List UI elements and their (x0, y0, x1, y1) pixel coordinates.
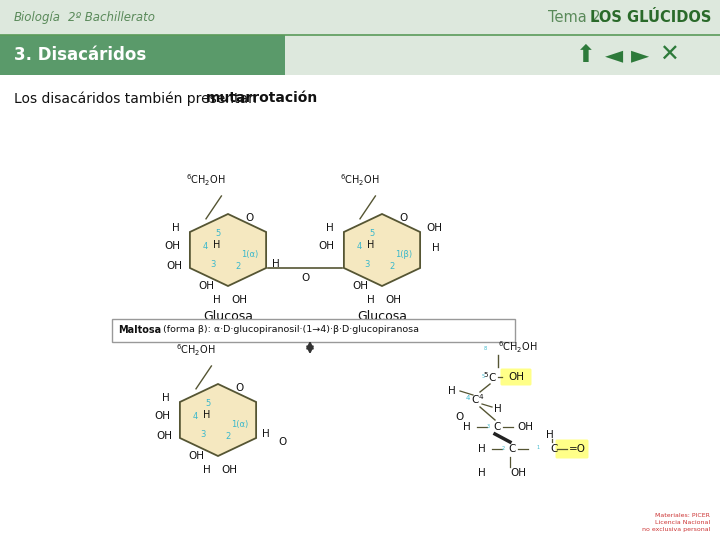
Text: H: H (432, 243, 440, 253)
FancyBboxPatch shape (500, 368, 531, 386)
Text: O: O (456, 412, 464, 422)
Text: OH: OH (517, 422, 533, 432)
Text: O: O (245, 213, 253, 223)
Text: 2º Bachillerato: 2º Bachillerato (68, 11, 155, 24)
Bar (0, 35, 285, 75)
FancyBboxPatch shape (556, 440, 588, 458)
Text: 2: 2 (225, 433, 230, 442)
Bar (0, 75, 720, 540)
Text: H: H (203, 410, 211, 420)
Text: C: C (508, 444, 516, 454)
Text: H: H (172, 223, 180, 233)
Text: 1(α): 1(α) (231, 420, 248, 429)
Text: H: H (272, 259, 280, 269)
Text: Tema 2.: Tema 2. (548, 10, 610, 25)
Text: Glucosa: Glucosa (357, 309, 407, 322)
Text: 5: 5 (216, 228, 221, 238)
Text: H: H (494, 404, 502, 414)
Text: O: O (235, 383, 243, 393)
Text: ◄: ◄ (605, 43, 623, 67)
Text: H: H (213, 295, 221, 305)
Text: OH: OH (221, 465, 237, 475)
Text: Materiales: PICER
Licencia Nacional
no exclusiva personal: Materiales: PICER Licencia Nacional no e… (642, 513, 710, 532)
Text: O: O (301, 273, 309, 283)
Text: H: H (546, 430, 554, 440)
Text: C: C (493, 422, 500, 432)
Text: C: C (550, 444, 557, 454)
Text: 4: 4 (193, 412, 198, 421)
Text: $^3$: $^3$ (486, 423, 491, 429)
Text: 3: 3 (201, 430, 206, 439)
Text: OH: OH (318, 241, 334, 252)
Text: ►: ► (631, 43, 649, 67)
Text: $^6$CH$_2$OH: $^6$CH$_2$OH (498, 339, 538, 355)
Text: H: H (478, 468, 486, 478)
Text: H: H (463, 422, 471, 432)
Text: 4: 4 (466, 395, 470, 401)
Text: 5: 5 (369, 228, 375, 238)
Text: $^8$: $^8$ (483, 345, 488, 351)
Text: H: H (213, 240, 221, 249)
Text: OH: OH (385, 295, 401, 305)
Text: H: H (203, 465, 211, 475)
Text: $^5$C: $^5$C (483, 370, 497, 384)
Text: H: H (367, 295, 375, 305)
Text: Los disacáridos también presentan: Los disacáridos también presentan (14, 91, 261, 105)
Text: ✕: ✕ (659, 43, 679, 67)
Text: OH: OH (188, 451, 204, 461)
Text: $^6$CH$_2$OH: $^6$CH$_2$OH (176, 342, 216, 358)
Polygon shape (344, 214, 420, 286)
Text: OH: OH (510, 468, 526, 478)
Text: =O: =O (569, 444, 585, 454)
Text: H: H (448, 386, 456, 396)
Text: $^2$: $^2$ (501, 445, 506, 451)
Text: 3: 3 (364, 260, 370, 269)
Text: $^5$: $^5$ (481, 373, 486, 379)
Text: OH: OH (164, 241, 180, 252)
Text: $^6$CH$_2$OH: $^6$CH$_2$OH (186, 172, 226, 188)
Text: $^6$CH$_2$OH: $^6$CH$_2$OH (340, 172, 380, 188)
Text: H: H (367, 240, 374, 249)
Text: 4: 4 (203, 242, 208, 251)
Text: 3: 3 (211, 260, 216, 269)
Text: OH: OH (154, 411, 170, 421)
Text: O: O (399, 213, 408, 223)
Text: 1(α): 1(α) (241, 251, 258, 259)
Text: Maltosa: Maltosa (118, 325, 161, 335)
Text: 3. Disacáridos: 3. Disacáridos (14, 46, 146, 64)
Text: 2: 2 (235, 262, 240, 272)
Text: LOS GLÚCIDOS: LOS GLÚCIDOS (590, 10, 711, 25)
Text: OH: OH (508, 372, 524, 382)
Text: mutarrotación: mutarrotación (206, 91, 318, 105)
Text: OH: OH (156, 431, 172, 441)
Text: O: O (278, 437, 287, 447)
Text: OH: OH (352, 281, 368, 292)
Text: 1(β): 1(β) (395, 251, 413, 259)
Polygon shape (520, 75, 720, 540)
Text: 5: 5 (206, 399, 211, 408)
Text: H: H (162, 393, 170, 403)
Text: H: H (326, 223, 334, 233)
Text: 4: 4 (357, 242, 362, 251)
Text: Biología: Biología (14, 11, 61, 24)
Text: 2: 2 (389, 262, 395, 272)
Bar (0, 0, 720, 35)
Text: ⬆: ⬆ (576, 43, 596, 67)
Text: OH: OH (166, 261, 182, 271)
Text: H: H (478, 444, 486, 454)
Text: OH: OH (426, 223, 442, 233)
FancyBboxPatch shape (112, 319, 515, 341)
Text: C$^4$: C$^4$ (471, 392, 485, 406)
Text: OH: OH (231, 295, 247, 305)
Text: (forma β): α·D·glucopiranosil·(1→4)·β·D·glucopiranosa: (forma β): α·D·glucopiranosil·(1→4)·β·D·… (160, 326, 419, 334)
Text: Glucosa: Glucosa (203, 309, 253, 322)
Polygon shape (180, 384, 256, 456)
Text: OH: OH (198, 281, 214, 292)
Polygon shape (190, 214, 266, 286)
Text: H: H (262, 429, 270, 439)
Text: $^1$: $^1$ (536, 444, 541, 450)
